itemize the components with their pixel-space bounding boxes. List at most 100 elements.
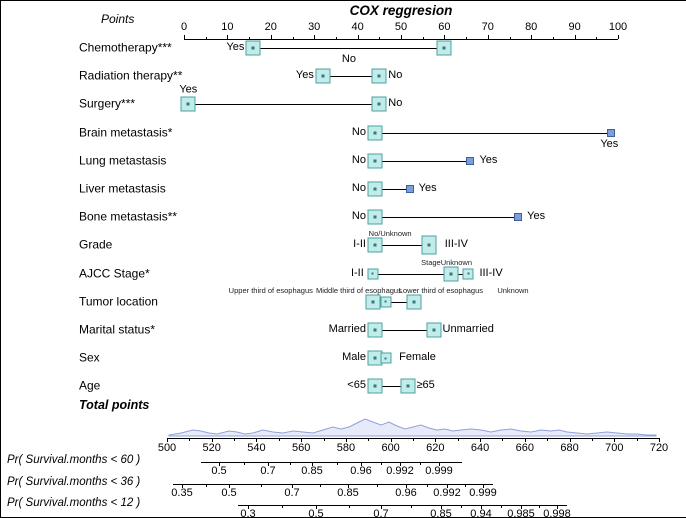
category-marker [367,209,383,225]
total-points-minor-tick [234,438,236,441]
prob-axis-minor-tick [243,462,245,465]
points-axis-minor-tick [205,36,207,39]
prob-axis-tick [219,462,220,466]
prob-axis-tick-label: 0.998 [543,508,571,518]
points-axis-minor-tick [466,36,468,39]
points-axis-tick [401,35,402,39]
category-label: No [351,182,366,195]
category-marker [380,296,392,308]
prob-axis-minor-tick [348,505,350,508]
category-marker [426,322,442,338]
category-marker [180,96,196,112]
prob-axis-tick-label: 0.85 [337,487,359,499]
category-label: Unknown [497,285,529,295]
total-points-minor-tick [591,438,593,441]
row-label-bone-metastasis: Bone metastasis** [79,209,178,224]
total-points-minor-tick [636,438,638,441]
points-axis-tick-label: 50 [394,21,408,33]
prob-axis-line-0 [201,462,462,463]
prob-axis-tick [400,462,401,466]
points-axis-tick-label: 100 [608,21,628,33]
points-axis-tick [531,35,533,39]
category-label: Yes [226,41,245,54]
prob-axis-minor-tick [336,462,338,465]
points-axis-tick-label: 30 [308,21,321,33]
category-marker [607,128,616,137]
points-axis-tick [270,35,272,39]
total-points-tick [167,438,168,442]
category-label: III-IV [479,266,503,279]
row-line-lung-metastasis [374,160,471,162]
prob-axis-minor-tick [320,484,321,487]
row-line-radiation-therapy [322,76,380,78]
prob-axis-tick [292,484,293,488]
prob-axis-minor-tick [282,505,283,508]
prob-axis-tick-label: 0.992 [386,465,414,477]
points-axis-minor-tick [596,36,598,39]
total-points-tick [435,438,437,442]
prob-axis-minor-tick [426,484,428,487]
points-axis-tick-label: 10 [221,21,234,33]
row-line-brain-metastasis [374,132,612,134]
total-points-tick-label: 600 [381,442,400,454]
prob-axis-tick-label: 0.992 [433,487,461,499]
category-marker [405,185,414,193]
row-line-grade [374,245,434,247]
prob-axis-minor-tick [465,484,466,487]
prob-axis-line-1 [173,484,493,485]
prob-axis-tick-label: 0.35 [171,487,193,499]
prob-axis-tick-label: 0.985 [507,508,535,518]
prob-axis-minor-tick [419,462,421,465]
category-label: Yes [179,83,198,96]
points-axis-minor-tick [335,36,337,39]
category-label: I-II [353,238,366,251]
prob-axis-tick [361,462,362,466]
points-axis-minor-tick [509,36,511,39]
points-axis-tick-label: 90 [568,21,581,33]
prob-axis-tick [406,484,407,488]
points-axis-minor-tick [379,36,381,39]
total-points-tick-label: 680 [560,442,579,454]
row-line-age [374,386,408,388]
total-points-tick-label: 720 [649,442,669,454]
category-label: Yes [600,137,619,150]
prob-axis-tick-label: 0.999 [425,465,453,477]
category-marker [400,378,415,394]
prob-axis-label-0: Pr( Survival.months < 60 ) [7,454,141,466]
total-points-tick [211,438,213,442]
total-points-tick [480,438,482,442]
category-marker [371,96,387,112]
prob-axis-minor-tick [377,484,378,487]
points-axis-tick-label: 20 [264,21,277,33]
category-label: Married [328,323,366,336]
row-line-bone-metastasis [374,217,519,219]
category-marker [315,68,331,84]
prob-axis-label-1: Pr( Survival.months < 36 ) [7,476,141,488]
row-line-liver-metastasis [374,189,410,190]
row-label-grade: Grade [79,238,113,253]
category-marker [421,235,437,255]
category-marker [367,237,383,253]
prob-axis-minor-tick [501,505,502,508]
prob-axis-tick-label: 0.85 [301,465,323,477]
prob-axis-tick-label: 0.5 [211,465,227,477]
row-line-surgery [188,104,380,106]
points-axis-tick [357,35,359,39]
prob-axis-minor-tick [260,484,262,487]
prob-axis-tick [268,462,269,466]
prob-axis-minor-tick [411,505,412,508]
total-points-tick [659,438,660,442]
total-points-tick [256,438,258,442]
prob-axis-tick [441,505,442,509]
category-label: No [351,154,366,167]
row-label-brain-metastasis: Brain metastasis* [79,125,173,140]
total-points-tick [390,438,392,442]
row-label-liver-metastasis: Liver metastasis [79,181,166,196]
total-points-tick-label: 660 [515,442,534,454]
total-points-tick [614,438,616,442]
category-label: ≥65 [416,379,435,392]
category-marker [371,68,387,84]
category-marker [367,268,379,280]
total-points-minor-tick [189,438,191,441]
total-points-tick-label: 520 [202,442,221,454]
